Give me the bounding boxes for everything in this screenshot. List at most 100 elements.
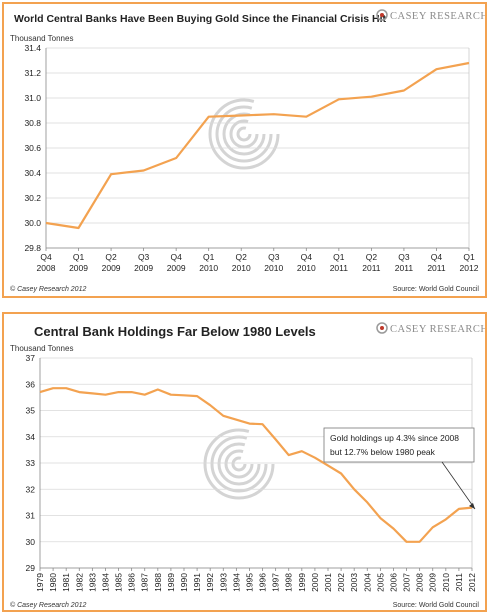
chart-2-series-line (39, 387, 473, 543)
x-tick-label: 1983 (87, 573, 97, 592)
x-tick-label: 2011 (454, 573, 464, 592)
y-tick-label: 30 (26, 537, 36, 547)
chart-panel-holdings: Central Bank Holdings Far Below 1980 Lev… (2, 312, 487, 612)
x-tick-label: 1987 (140, 573, 150, 592)
y-tick-label: 34 (26, 432, 36, 442)
y-tick-label: 30.0 (24, 218, 41, 228)
target-swirl-icon (376, 322, 388, 334)
y-tick-label: 30.4 (24, 168, 41, 178)
x-tick-label: 1999 (297, 573, 307, 592)
chart-1-title: World Central Banks Have Been Buying Gol… (14, 13, 387, 25)
chart-1-grid (45, 47, 470, 249)
x-tick-label: 2004 (362, 573, 372, 592)
x-tick-label: 2003 (349, 573, 359, 592)
x-tick-label: 2008 (415, 573, 425, 592)
y-tick-label: 32 (26, 484, 36, 494)
y-tick-label: 37 (26, 353, 36, 363)
x-tick-label: 1995 (244, 573, 254, 592)
y-tick-label: 36 (26, 379, 36, 389)
y-tick-label: 31.4 (24, 43, 41, 53)
annotation-line-1: Gold holdings up 4.3% since 2008 (330, 433, 459, 443)
chart-2-y-ticks: 29 30 31 32 33 34 35 36 37 (26, 353, 36, 573)
y-tick-label: 35 (26, 406, 36, 416)
x-tick-label-quarter: Q4 (40, 252, 52, 262)
x-tick-label-quarter: Q3 (138, 252, 150, 262)
chart-1-svg: World Central Banks Have Been Buying Gol… (10, 9, 485, 293)
x-tick-label: 2012 (467, 573, 477, 592)
logo-text: CASEY RESEARCH.COM (390, 11, 485, 22)
chart-2-copyright: © Casey Research 2012 (10, 601, 86, 609)
annotation-arrowhead (469, 503, 475, 509)
x-tick-label: 1988 (153, 573, 163, 592)
x-tick-label-quarter: Q1 (333, 252, 345, 262)
casey-logo: CASEY RESEARCH.COM (376, 322, 485, 335)
x-tick-label-quarter: Q3 (268, 252, 280, 262)
y-tick-label: 31.2 (24, 68, 41, 78)
x-tick-label-year: 2010 (199, 263, 218, 273)
y-tick-label: 31.0 (24, 93, 41, 103)
x-tick-label-year: 2009 (69, 263, 88, 273)
x-tick-label: 1993 (218, 573, 228, 592)
x-tick-label: 1985 (114, 573, 124, 592)
casey-logo: CASEY RESEARCH.COM (376, 9, 485, 22)
x-tick-label: 1982 (74, 573, 84, 592)
x-tick-label: 1989 (166, 573, 176, 592)
x-tick-label-year: 2010 (297, 263, 316, 273)
target-swirl-icon (376, 9, 388, 21)
x-tick-label-year: 2009 (102, 263, 121, 273)
x-tick-label: 1991 (192, 573, 202, 592)
chart-1-copyright: © Casey Research 2012 (10, 285, 86, 293)
chart-2-grid (39, 357, 473, 569)
x-tick-label-quarter: Q1 (463, 252, 475, 262)
annotation-arrow (441, 461, 476, 510)
x-tick-label: 2007 (402, 573, 412, 592)
x-tick-label: 2005 (375, 573, 385, 592)
chart-1-ylabel: Thousand Tonnes (10, 34, 73, 43)
x-tick-label-year: 2008 (37, 263, 56, 273)
x-tick-label: 1984 (100, 573, 110, 592)
x-tick-label-year: 2009 (134, 263, 153, 273)
x-tick-label: 1990 (179, 573, 189, 592)
x-tick-label: 2009 (428, 573, 438, 592)
x-tick-label: 2006 (388, 573, 398, 592)
chart-2-source: Source: World Gold Council (393, 602, 480, 609)
x-tick-label-year: 2009 (167, 263, 186, 273)
x-tick-label: 1997 (271, 573, 281, 592)
y-tick-label: 30.2 (24, 193, 41, 203)
x-tick-label: 2002 (336, 573, 346, 592)
chart-1-series-line (45, 61, 470, 230)
chart-1-y-ticks: 29.8 30.0 30.2 30.4 30.6 30.8 31.0 31.2 31.4 (24, 43, 41, 253)
chart-2-annotation: Gold holdings up 4.3% since 2008 but 12.… (323, 427, 476, 510)
x-tick-label-quarter: Q2 (105, 252, 117, 262)
x-tick-label: 1992 (205, 573, 215, 592)
x-tick-label: 1998 (284, 573, 294, 592)
y-tick-label: 31 (26, 511, 36, 521)
annotation-line-2: but 12.7% below 1980 peak (330, 447, 436, 457)
y-tick-label: 29 (26, 563, 36, 573)
chart-1-x-ticks: Q42008Q12009Q22009Q32009Q42009Q12010Q220… (37, 248, 479, 273)
x-tick-label-year: 2011 (362, 263, 381, 273)
x-tick-label-year: 2011 (330, 263, 349, 273)
y-tick-label: 33 (26, 458, 36, 468)
y-tick-label: 30.8 (24, 118, 41, 128)
y-tick-label: 29.8 (24, 243, 41, 253)
x-tick-label-quarter: Q4 (170, 252, 182, 262)
x-tick-label-year: 2010 (264, 263, 283, 273)
x-tick-label-year: 2012 (460, 263, 479, 273)
x-tick-label-year: 2011 (395, 263, 414, 273)
chart-1-source: Source: World Gold Council (393, 286, 480, 293)
x-tick-label: 1979 (35, 573, 45, 592)
chart-2-title: Central Bank Holdings Far Below 1980 Lev… (34, 324, 316, 339)
watermark-swirl-icon (208, 98, 280, 170)
x-tick-label: 2000 (310, 573, 320, 592)
x-tick-label: 1980 (48, 573, 58, 592)
x-tick-label-year: 2010 (232, 263, 251, 273)
y-tick-label: 30.6 (24, 143, 41, 153)
x-tick-label: 1986 (127, 573, 137, 592)
logo-text: CASEY RESEARCH.COM (390, 324, 485, 335)
x-tick-label-year: 2011 (427, 263, 446, 273)
x-tick-label-quarter: Q3 (398, 252, 410, 262)
x-tick-label: 1996 (258, 573, 268, 592)
x-tick-label-quarter: Q2 (366, 252, 378, 262)
x-tick-label-quarter: Q1 (73, 252, 85, 262)
